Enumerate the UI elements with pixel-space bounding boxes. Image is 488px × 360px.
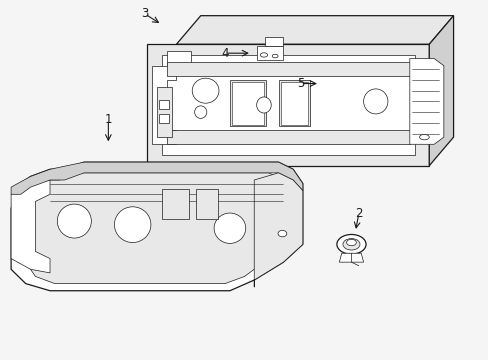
Polygon shape (176, 16, 453, 44)
Polygon shape (152, 66, 176, 144)
Text: 3: 3 (141, 8, 148, 21)
Polygon shape (232, 82, 264, 125)
Polygon shape (159, 100, 169, 109)
Polygon shape (166, 51, 191, 66)
Polygon shape (339, 253, 363, 262)
Ellipse shape (272, 54, 278, 58)
Ellipse shape (278, 230, 286, 237)
Polygon shape (281, 82, 307, 125)
Ellipse shape (114, 207, 151, 243)
Ellipse shape (363, 89, 387, 114)
Ellipse shape (192, 78, 219, 103)
Polygon shape (409, 59, 443, 144)
Polygon shape (147, 44, 428, 166)
Ellipse shape (260, 53, 267, 57)
Text: 1: 1 (104, 113, 112, 126)
Polygon shape (11, 162, 302, 194)
Polygon shape (11, 180, 50, 273)
Polygon shape (157, 87, 171, 137)
Polygon shape (428, 16, 453, 166)
Polygon shape (166, 62, 409, 76)
Polygon shape (196, 189, 217, 219)
Ellipse shape (419, 134, 428, 140)
Ellipse shape (346, 239, 356, 246)
Ellipse shape (336, 234, 366, 254)
Polygon shape (162, 189, 188, 219)
Ellipse shape (342, 239, 359, 250)
Polygon shape (265, 37, 283, 46)
Polygon shape (162, 55, 414, 155)
Polygon shape (11, 162, 302, 291)
Ellipse shape (214, 213, 245, 243)
Ellipse shape (57, 204, 91, 238)
Polygon shape (254, 173, 302, 287)
Polygon shape (256, 46, 283, 60)
Polygon shape (166, 130, 409, 144)
Polygon shape (159, 114, 169, 123)
Text: 4: 4 (221, 47, 228, 60)
Text: 2: 2 (354, 207, 362, 220)
Ellipse shape (194, 106, 206, 118)
Ellipse shape (256, 97, 271, 113)
Text: 5: 5 (296, 77, 304, 90)
Polygon shape (26, 173, 287, 284)
Polygon shape (229, 80, 266, 126)
Polygon shape (278, 80, 309, 126)
